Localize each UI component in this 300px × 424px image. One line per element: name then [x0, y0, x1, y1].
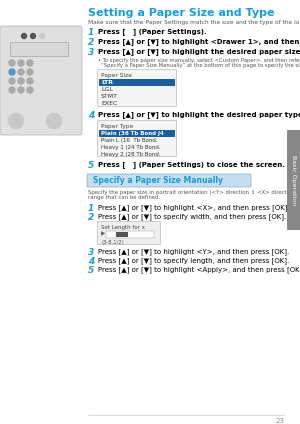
Text: • To specify the paper size manually, select <Custom Paper>, and then refer to: • To specify the paper size manually, se…	[98, 58, 300, 63]
Text: Paper Size: Paper Size	[101, 73, 132, 78]
Circle shape	[27, 60, 33, 66]
Text: Press [▲] or [▼] to highlight <Apply>, and then press [OK].: Press [▲] or [▼] to highlight <Apply>, a…	[98, 266, 300, 273]
FancyBboxPatch shape	[98, 221, 160, 245]
Text: 3: 3	[88, 48, 94, 57]
Text: Specify the paper size in portrait orientation (<Y> direction ↕ <X> direction) a: Specify the paper size in portrait orien…	[88, 190, 300, 195]
Text: Press [▲] or [▼] to highlight the desired paper type, and then press [OK].: Press [▲] or [▼] to highlight the desire…	[98, 111, 300, 118]
Text: Press [   ] (Paper Settings) to close the screen.: Press [ ] (Paper Settings) to close the …	[98, 161, 285, 168]
FancyBboxPatch shape	[98, 70, 176, 106]
Text: Press [▲] or [▼] to highlight <X>, and then press [OK].: Press [▲] or [▼] to highlight <X>, and t…	[98, 204, 290, 211]
Text: 4: 4	[88, 111, 94, 120]
Text: 5: 5	[88, 266, 94, 275]
Circle shape	[27, 69, 33, 75]
Text: Press [▲] or [▼] to specify length, and then press [OK].: Press [▲] or [▼] to specify length, and …	[98, 257, 289, 264]
Circle shape	[18, 69, 24, 75]
Text: LTR: LTR	[101, 80, 113, 85]
Text: (3-8.1/2): (3-8.1/2)	[101, 240, 124, 245]
Circle shape	[9, 78, 15, 84]
Text: Heavy 1 (24 Tb Bond.: Heavy 1 (24 Tb Bond.	[101, 145, 160, 150]
Bar	[287, 130, 300, 230]
Text: Paper Type: Paper Type	[101, 124, 134, 129]
Text: 1: 1	[88, 204, 94, 213]
Circle shape	[18, 60, 24, 66]
Bar	[99, 130, 175, 137]
Circle shape	[18, 87, 24, 93]
Text: Plain L (16  Tb Bond.: Plain L (16 Tb Bond.	[101, 138, 158, 143]
Text: ▶: ▶	[101, 232, 105, 237]
Circle shape	[27, 78, 33, 84]
Text: Setting a Paper Size and Type: Setting a Paper Size and Type	[88, 8, 274, 18]
Circle shape	[9, 60, 15, 66]
Text: Specify a Paper Size Manually: Specify a Paper Size Manually	[93, 176, 223, 185]
Text: Press [▲] or [▼] to highlight <Drawer 1>, and then press [OK].: Press [▲] or [▼] to highlight <Drawer 1>…	[98, 38, 300, 45]
Circle shape	[46, 113, 62, 129]
Text: Set Length for x: Set Length for x	[101, 225, 145, 230]
Bar	[99, 79, 175, 86]
Text: Press [▲] or [▼] to specify width, and then press [OK].: Press [▲] or [▼] to specify width, and t…	[98, 213, 286, 220]
Text: 2: 2	[88, 38, 94, 47]
Circle shape	[40, 33, 44, 39]
Bar	[106, 231, 154, 238]
FancyBboxPatch shape	[0, 26, 82, 135]
Circle shape	[27, 87, 33, 93]
Text: 5: 5	[88, 161, 94, 170]
Circle shape	[9, 69, 15, 75]
Text: Heavy 2 (28 Tb Bond.: Heavy 2 (28 Tb Bond.	[101, 152, 160, 157]
Text: Press [   ] (Paper Settings).: Press [ ] (Paper Settings).	[98, 28, 207, 35]
Bar	[10, 42, 68, 56]
Text: “Specify a Paper Size Manually” at the bottom of this page to specify the size.: “Specify a Paper Size Manually” at the b…	[101, 63, 300, 68]
Circle shape	[31, 33, 35, 39]
Text: 23: 23	[275, 418, 284, 424]
Text: 4: 4	[88, 257, 94, 266]
Text: 2: 2	[88, 213, 94, 222]
Circle shape	[22, 33, 26, 39]
Text: LGL: LGL	[101, 87, 113, 92]
Text: 1: 1	[88, 28, 94, 37]
Text: STMT: STMT	[101, 94, 118, 99]
Text: 3: 3	[88, 248, 94, 257]
Text: range that can be defined.: range that can be defined.	[88, 195, 160, 200]
Text: EXEC: EXEC	[101, 101, 117, 106]
Text: Make sure that the Paper Settings match the size and the type of the loaded pape: Make sure that the Paper Settings match …	[88, 20, 300, 25]
Text: Press [▲] or [▼] to highlight the desired paper size, and then press [OK].: Press [▲] or [▼] to highlight the desire…	[98, 48, 300, 55]
FancyBboxPatch shape	[98, 120, 176, 156]
Circle shape	[18, 78, 24, 84]
Text: Press [▲] or [▼] to highlight <Y>, and then press [OK].: Press [▲] or [▼] to highlight <Y>, and t…	[98, 248, 289, 255]
Text: Plain (36 Tb Bond J4: Plain (36 Tb Bond J4	[101, 131, 164, 136]
FancyBboxPatch shape	[87, 174, 251, 187]
Circle shape	[9, 87, 15, 93]
Circle shape	[8, 113, 24, 129]
Text: Basic Operation: Basic Operation	[291, 155, 296, 205]
Bar	[116, 232, 128, 237]
